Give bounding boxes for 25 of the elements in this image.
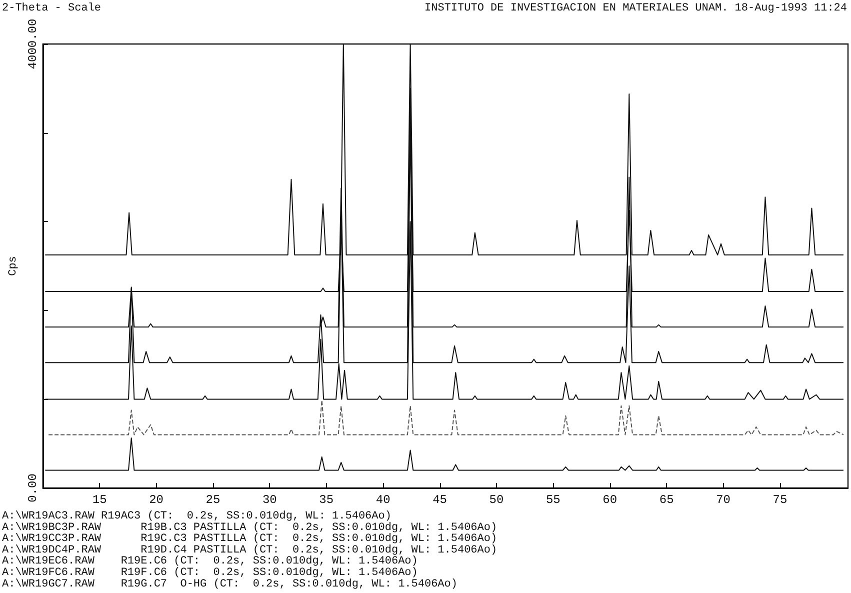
text: A:\WR19BC3P.RAW R19B.C3 PASTILLA (CT: 0.2s, SS:0.010dg, WL: 1.5406Ao) [2,522,498,534]
x-tick-label: 75 [772,493,788,507]
text: A:\WR19DC4P.RAW R19D.C4 PASTILLA (CT: 0.2s, SS:0.010dg, WL: 1.5406Ao) [2,544,498,556]
x-tick-label: 45 [432,493,447,507]
x-tick-label: 15 [92,493,107,507]
text: A:\WR19FC6.RAW R19F.C6 (CT: 0.2s, SS:0.010dg, WL: 1.5406Ao) [2,567,418,579]
text: A:\WR19GC7.RAW R19G.C7 O-HG (CT: 0.2s, SS:0.010dg, WL: 1.5406Ao) [2,578,458,590]
text: A:\WR19EC6.RAW R19E.C6 (CT: 0.2s, SS:0.010dg, WL: 1.5406Ao) [2,556,418,568]
x-tick-label: 25 [206,493,220,507]
x-tick-label: 60 [602,493,618,507]
x-tick-label: 65 [659,493,674,507]
x-axis-title: 2-Theta - Scale [2,2,102,14]
y-tick-label: 4000.00 [26,18,40,70]
x-tick-label: 55 [546,493,560,507]
x-tick-label: 20 [149,493,164,507]
x-tick-label: 40 [376,493,390,507]
x-tick-label: 50 [489,493,504,507]
x-tick-label: 35 [319,493,334,507]
y-tick-label: 0.00 [26,474,40,502]
text: A:\WR19CC3P.RAW R19C.C3 PASTILLA (CT: 0.2s, SS:0.010dg, WL: 1.5406Ao) [2,533,498,546]
chart-title: INSTITUTO DE INVESTIGACION EN MATERIALES UNAM. 18-Aug-1993 11:24 [424,2,848,14]
x-tick-label: 70 [716,493,730,507]
y-axis-title: Cps [8,256,20,276]
text: A:\WR19AC3.RAW R19AC3 (CT: 0.2s, SS:0.010dg, WL: 1.5406Ao) [2,510,392,522]
x-tick-label: 30 [262,493,277,507]
